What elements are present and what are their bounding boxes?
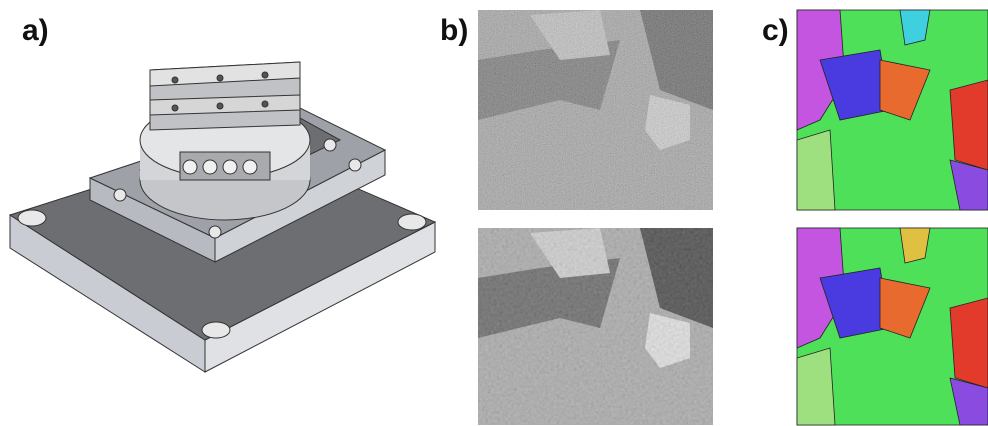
figure: a) b) c) <box>0 0 988 426</box>
cad-drawing <box>10 62 435 372</box>
panel-label: c) <box>762 14 789 47</box>
panel-label: a) <box>22 14 49 47</box>
orientation-map <box>797 10 988 210</box>
orientation-map <box>797 228 988 425</box>
micrograph-denoised <box>478 228 713 425</box>
micrograph-noisy <box>478 10 713 210</box>
panel-label: b) <box>440 14 468 47</box>
